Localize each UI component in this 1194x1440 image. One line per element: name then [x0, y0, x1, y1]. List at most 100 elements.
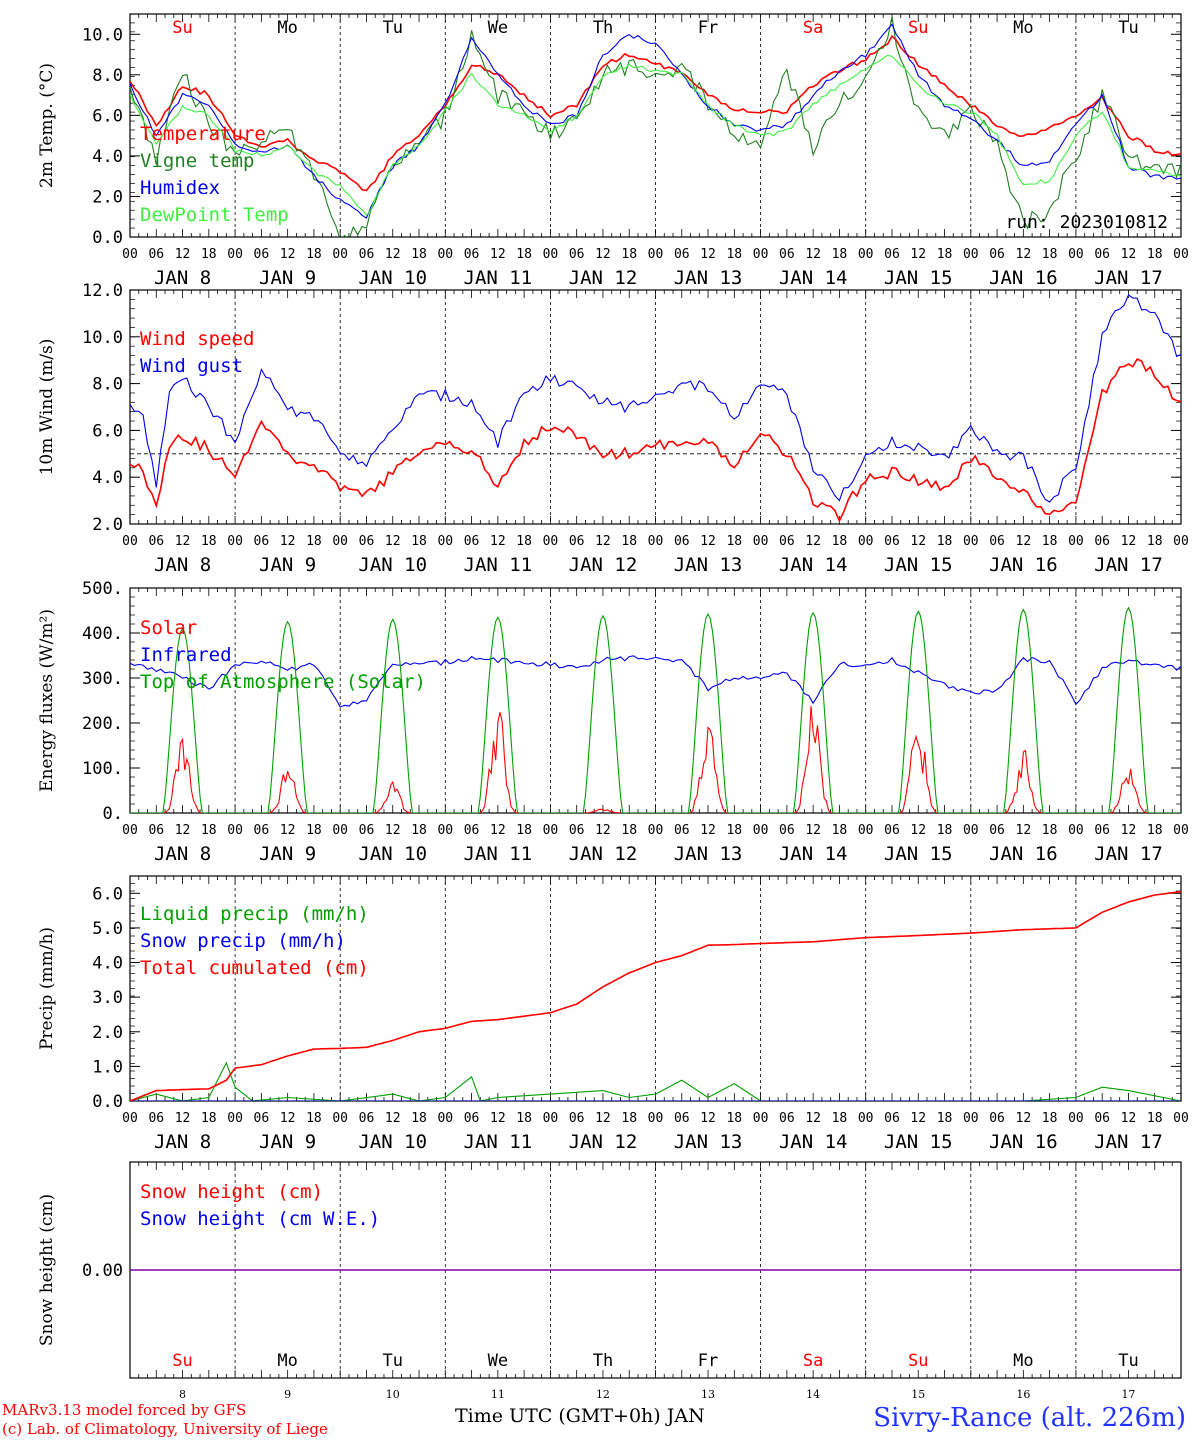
hour-label: 00	[122, 247, 138, 262]
hour-label: 12	[280, 1111, 296, 1126]
date-label: JAN 15	[884, 843, 953, 865]
hour-label: 18	[1147, 534, 1163, 549]
lab-credit: (c) Lab. of Climatology, University of L…	[2, 1420, 328, 1438]
date-label: JAN 13	[674, 843, 743, 865]
hour-label: 18	[411, 534, 427, 549]
date-label: JAN 10	[358, 267, 427, 289]
hour-label: 18	[832, 247, 848, 262]
date-label: JAN 8	[154, 843, 211, 865]
weekday-label: Mo	[1013, 18, 1033, 38]
weekday-label: Fr	[698, 18, 718, 38]
series-line-temperature	[130, 34, 1181, 192]
hour-label: 06	[464, 534, 480, 549]
hour-label: 12	[490, 534, 506, 549]
hour-label: 18	[201, 823, 217, 838]
hour-label: 06	[359, 534, 375, 549]
series-line-dewpoint-temp	[130, 54, 1181, 217]
date-label: JAN 11	[464, 554, 533, 576]
legend-entry: Wind gust	[140, 355, 243, 377]
hour-label: 12	[700, 1111, 716, 1126]
hour-label: 12	[175, 247, 191, 262]
hour-label: 06	[1094, 1111, 1110, 1126]
hour-label: 00	[858, 823, 874, 838]
model-credit: MARv3.13 model forced by GFS	[2, 1401, 247, 1419]
hour-label: 06	[884, 534, 900, 549]
weekday-label: Tu	[1118, 18, 1138, 38]
legend-entry: DewPoint Temp	[140, 204, 289, 226]
hour-label: 12	[1016, 247, 1032, 262]
hour-label: 12	[1121, 534, 1137, 549]
hour-label: 18	[937, 534, 953, 549]
y-tick-label: 4.0	[92, 954, 123, 974]
hour-label: 12	[385, 823, 401, 838]
hour-label: 00	[753, 247, 769, 262]
y-tick-label: 6.0	[92, 421, 123, 441]
hour-label: 18	[832, 823, 848, 838]
hour-label: 00	[648, 823, 664, 838]
y-tick-label: 8.0	[92, 375, 123, 395]
hour-label: 06	[359, 247, 375, 262]
hour-label: 12	[910, 1111, 926, 1126]
hour-label: 06	[674, 247, 690, 262]
hour-label: 00	[648, 1111, 664, 1126]
hour-label: 12	[700, 247, 716, 262]
day-number-label: 14	[806, 1388, 820, 1401]
hour-label: 18	[1042, 823, 1058, 838]
y-axis-label: 10m Wind (m/s)	[37, 339, 57, 476]
hour-label: 18	[411, 823, 427, 838]
station-title: Sivry-Rance (alt. 226m)	[873, 1403, 1186, 1433]
weekday-label: Sa	[803, 1351, 823, 1371]
series-group	[130, 606, 1181, 813]
hour-label: 06	[254, 247, 270, 262]
hour-label: 12	[1121, 247, 1137, 262]
hour-label: 06	[674, 534, 690, 549]
hour-label: 18	[726, 247, 742, 262]
hour-label: 06	[884, 247, 900, 262]
hour-label: 06	[254, 823, 270, 838]
hour-label: 12	[805, 534, 821, 549]
hour-label: 18	[726, 534, 742, 549]
hour-label: 00	[437, 534, 453, 549]
hour-label: 06	[989, 823, 1005, 838]
hour-label: 12	[910, 823, 926, 838]
panel-4	[129, 875, 1182, 1102]
weekday-label: Su	[172, 18, 192, 38]
hour-label: 12	[595, 534, 611, 549]
panel-5	[129, 1161, 1182, 1379]
hour-label: 00	[122, 823, 138, 838]
hour-label: 06	[569, 823, 585, 838]
hour-label: 00	[543, 823, 559, 838]
legend-entry: Snow height (cm W.E.)	[140, 1208, 380, 1230]
hour-label: 12	[490, 1111, 506, 1126]
hour-label: 12	[280, 534, 296, 549]
y-tick-label: 500.	[82, 579, 123, 599]
y-tick-label: 10.0	[82, 328, 123, 348]
series-line-infrared	[130, 655, 1181, 708]
hour-label: 06	[884, 823, 900, 838]
hour-label: 18	[726, 823, 742, 838]
series-line-vigne-temp	[130, 16, 1181, 237]
hour-label: 00	[1173, 1111, 1189, 1126]
hour-label: 18	[306, 534, 322, 549]
hour-label: 06	[674, 1111, 690, 1126]
date-label: JAN 15	[884, 1131, 953, 1153]
hour-label: 00	[332, 247, 348, 262]
legend-entry: Infrared	[140, 644, 232, 666]
hour-label: 12	[805, 1111, 821, 1126]
series-line-liquid-precip-mm-h-	[130, 1061, 1181, 1101]
legend-entry: Humidex	[140, 177, 220, 199]
hour-label: 00	[227, 1111, 243, 1126]
hour-label: 12	[490, 823, 506, 838]
hour-label: 00	[963, 823, 979, 838]
legend-entry: Vigne temp	[140, 150, 254, 172]
hour-label: 06	[1094, 247, 1110, 262]
hour-label: 18	[306, 1111, 322, 1126]
date-label: JAN 15	[884, 267, 953, 289]
series-group	[130, 890, 1181, 1101]
date-label: JAN 12	[569, 554, 638, 576]
y-tick-label: 3.0	[92, 988, 123, 1008]
hour-label: 06	[148, 1111, 164, 1126]
hour-label: 00	[1068, 1111, 1084, 1126]
hour-label: 06	[1094, 823, 1110, 838]
day-number-label: 12	[596, 1388, 610, 1401]
